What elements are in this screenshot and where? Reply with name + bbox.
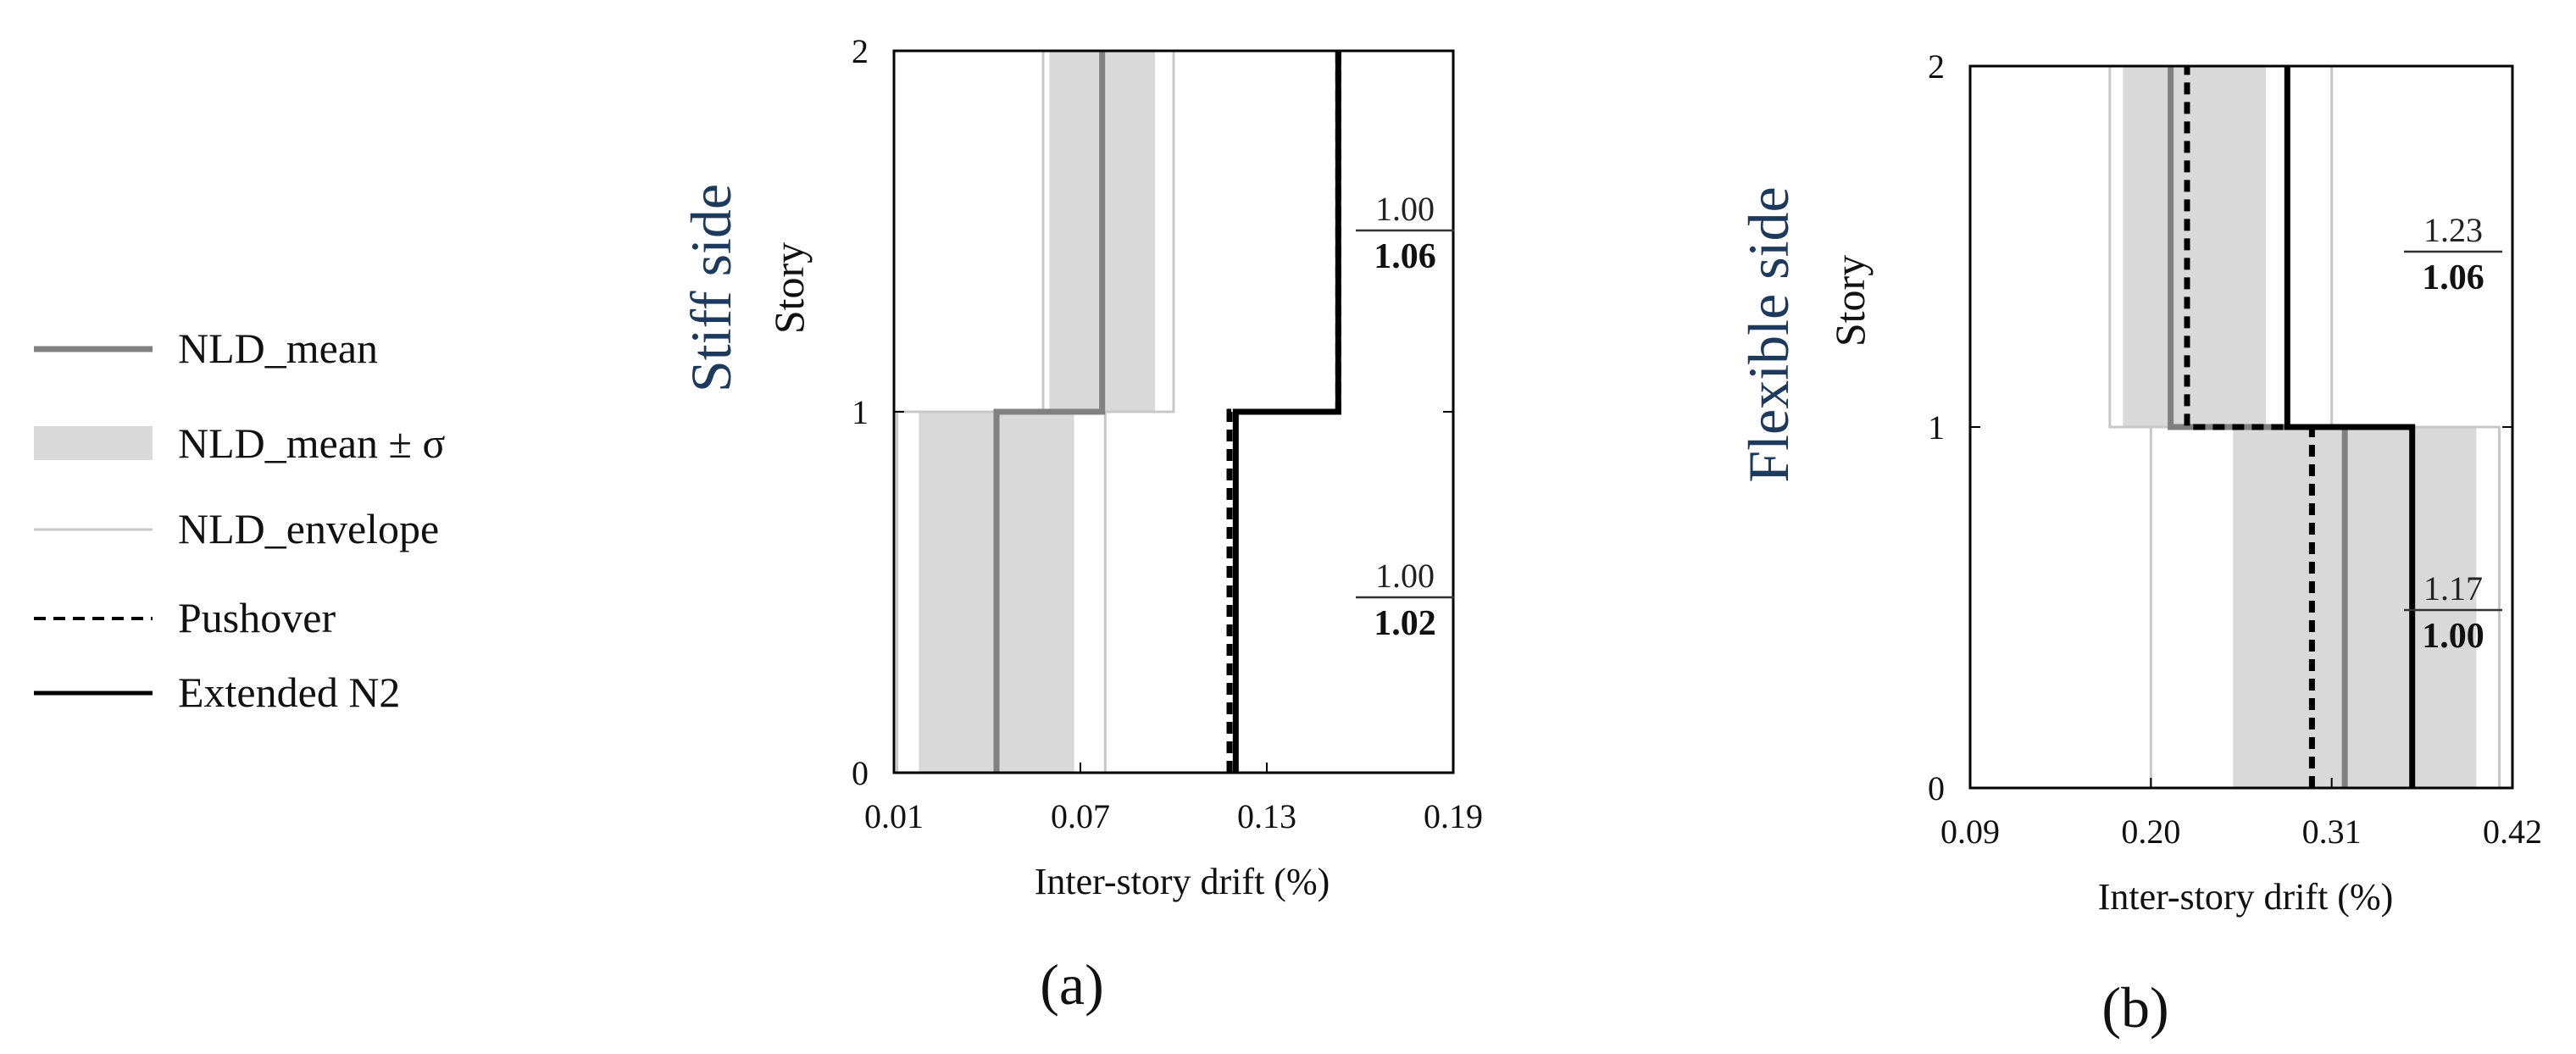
legend-label-pushover: Pushover [178,594,336,641]
chart-b-plot-area [2108,64,2501,790]
chart-a-xlabel: Inter-story drift (%) [1035,861,1330,902]
legend-label-envelope: NLD_envelope [178,505,439,552]
chart-a-annotations: 1.00 1.06 1.00 1.02 [1356,190,1454,643]
chart-a-ytick-label-0: 0 [852,754,869,792]
chart-panel-b: 0.09 0.20 0.31 0.42 0 1 2 Inter-story drift (%… [1736,47,2542,1040]
chart-b-panel-label: (b) [2101,975,2168,1040]
chart-a-xtick-label-1: 0.07 [1051,797,1110,835]
chart-a-ratio-top-2: 1.00 [1375,190,1435,228]
legend-item-pushover: Pushover [34,594,336,641]
chart-a-ratio-top-1: 1.00 [1375,557,1435,595]
chart-a-ticks: 0.01 0.07 0.13 0.19 0 1 2 [852,32,1483,835]
chart-a-ytick-label-2: 2 [852,32,869,70]
legend-item-n2: Extended N2 [34,668,400,716]
chart-b-side-title: Flexible side [1736,186,1801,482]
chart-a-panel-label: (a) [1040,952,1103,1017]
chart-a-ytick-label-1: 1 [852,393,869,431]
chart-a-ratio-bottom-1: 1.02 [1374,604,1436,643]
chart-b-band-story-2 [2123,66,2267,427]
chart-a-ratio-bottom-2: 1.06 [1374,237,1436,276]
chart-b-ylabel: Story [1826,255,1874,347]
legend-item-envelope: NLD_envelope [34,505,439,552]
legend-label-band: NLD_mean ± σ [178,419,445,467]
chart-a-side-title: Stiff side [679,184,743,392]
chart-b-pushover-line [2184,66,2315,788]
chart-panel-a: 0.01 0.07 0.13 0.19 0 1 2 Inter-story drift (%… [679,32,1483,1017]
legend-label-mean: NLD_mean [178,325,378,372]
legend-label-n2: Extended N2 [178,668,400,716]
chart-b-ratio-top-1: 1.17 [2423,569,2483,607]
legend-swatch-band [34,426,153,460]
chart-a-mean-line [993,51,1106,773]
chart-b-ratio-bottom-1: 1.00 [2422,617,2484,656]
chart-b-xtick-label-1: 0.20 [2121,813,2180,851]
chart-b-n2-line [2284,66,2416,788]
chart-b-band-story-1 [2233,427,2477,788]
chart-b-xtick-label-2: 0.31 [2302,813,2362,851]
chart-b-ytick-label-1: 1 [1928,408,1945,447]
chart-a-xtick-label-2: 0.13 [1237,797,1296,835]
chart-a-xtick-label-3: 0.19 [1424,797,1483,835]
legend-item-band: NLD_mean ± σ [34,419,445,467]
chart-a-xtick-label-0: 0.01 [864,797,924,835]
chart-a-plot-area [896,49,1341,774]
chart-b-ratio-bottom-2: 1.06 [2422,258,2484,297]
legend-item-mean: NLD_mean [34,325,378,372]
chart-a-ylabel: Story [765,242,813,334]
chart-a-pushover-line [1226,51,1341,773]
chart-b-xtick-label-3: 0.42 [2483,813,2542,851]
chart-b-ratio-top-2: 1.23 [2423,211,2483,249]
chart-b-annotations: 1.23 1.06 1.17 1.00 [2404,211,2502,656]
legend: NLD_mean NLD_mean ± σ NLD_envelope Pusho… [34,325,445,716]
chart-b-xtick-label-0: 0.09 [1940,813,2000,851]
chart-b-ticks: 0.09 0.20 0.31 0.42 0 1 2 [1928,47,2542,851]
chart-b-ytick-label-2: 2 [1928,47,1945,86]
chart-b-ytick-label-0: 0 [1928,769,1945,807]
chart-b-xlabel: Inter-story drift (%) [2098,876,2394,918]
